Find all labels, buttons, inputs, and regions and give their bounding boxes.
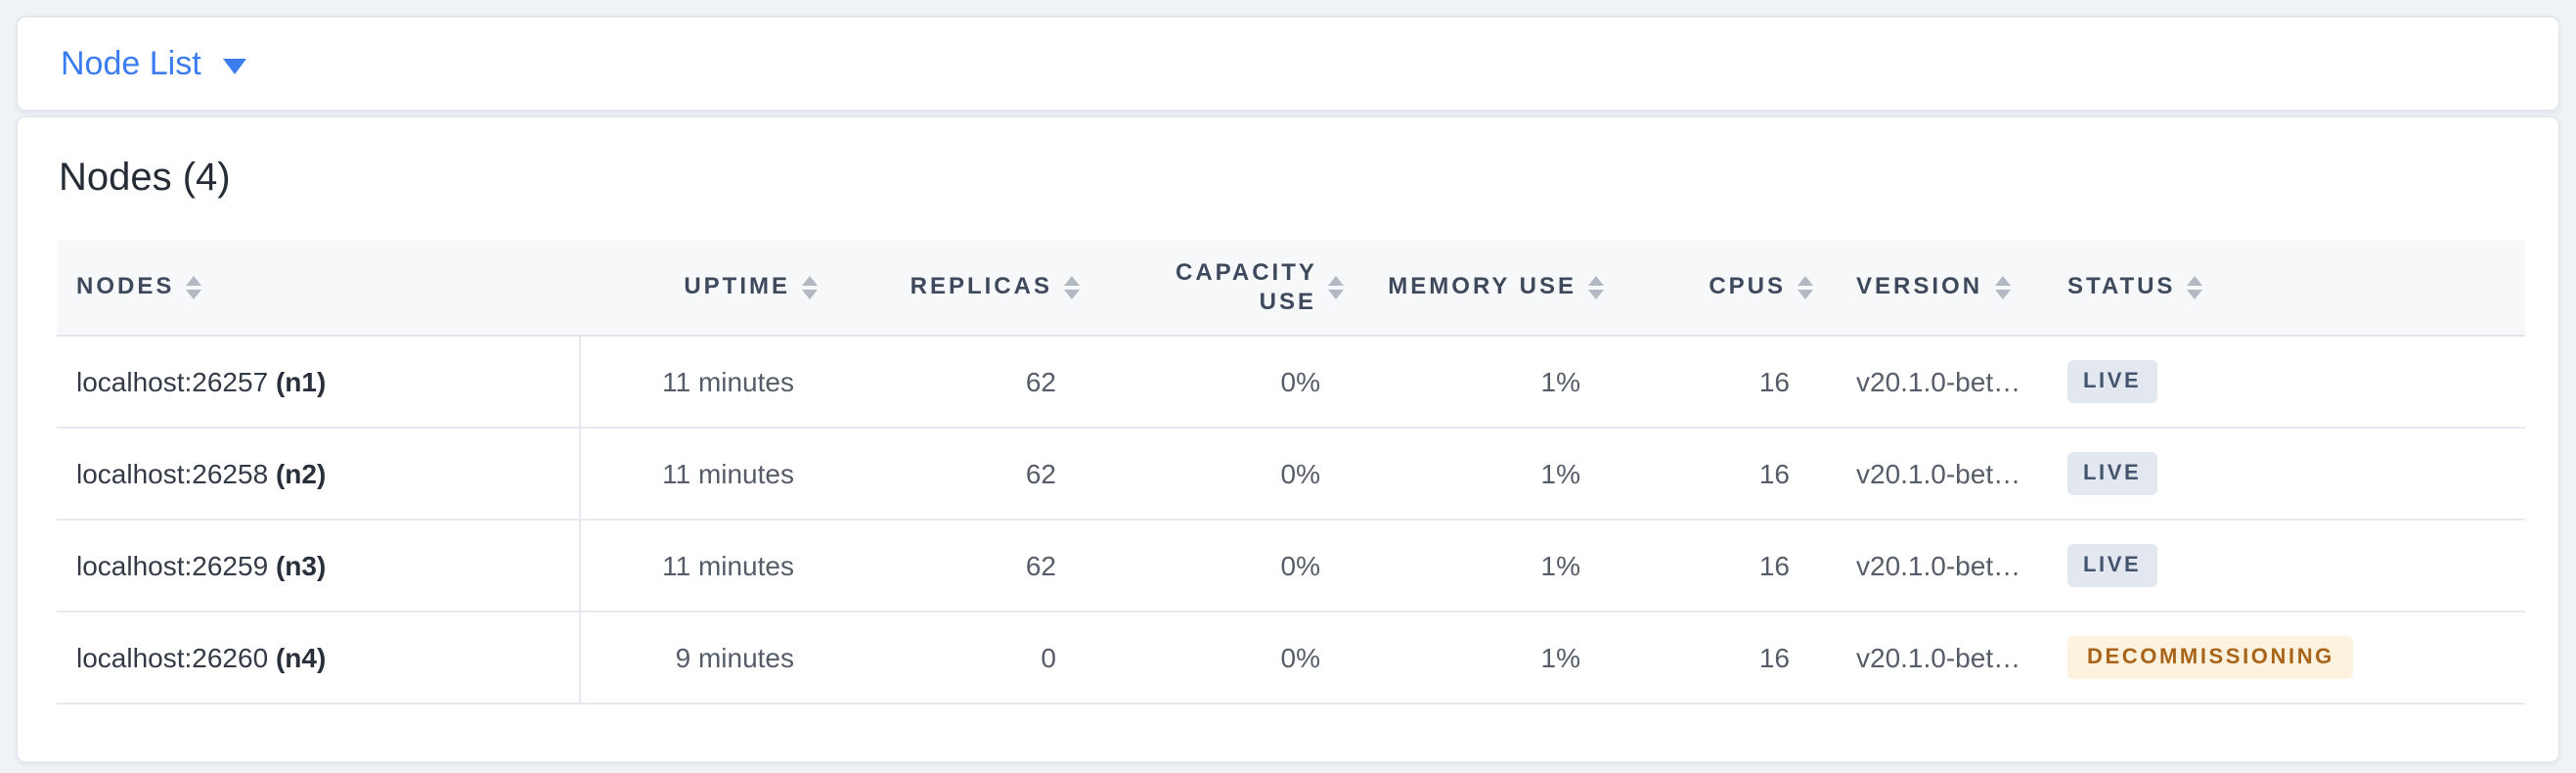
column-header-status[interactable]: STATUS (2034, 241, 2525, 336)
cell-memory-use: 1% (1363, 427, 1623, 520)
status-badge: DECOMMISSIONING (2067, 635, 2354, 678)
column-header-replicas[interactable]: REPLICAS (837, 241, 1099, 336)
cell-version: v20.1.0-bet… (1833, 335, 2034, 428)
nodes-card: Nodes (4) NODES UPTIME REPLIC (16, 115, 2560, 763)
sort-icon (802, 275, 818, 299)
column-header-memory-use[interactable]: MEMORY USE (1363, 241, 1623, 336)
cell-cpus: 16 (1623, 335, 1833, 428)
chevron-down-icon (222, 58, 246, 73)
cell-memory-use: 1% (1363, 611, 1623, 704)
cell-status: LIVE (2034, 335, 2525, 428)
cell-node-address: localhost:26258 (n2) (57, 427, 580, 520)
cell-memory-use: 1% (1363, 519, 1623, 612)
cell-replicas: 62 (837, 335, 1099, 428)
cell-version: v20.1.0-bet… (1833, 427, 2034, 520)
column-header-nodes[interactable]: NODES (57, 241, 579, 336)
cell-cpus: 16 (1623, 611, 1833, 704)
cell-status: LIVE (2034, 519, 2525, 612)
cell-node-address: localhost:26260 (n4) (57, 611, 580, 704)
cell-replicas: 62 (837, 519, 1099, 612)
sort-icon (1588, 275, 1604, 299)
view-selector-card: Node List (16, 16, 2560, 112)
cell-uptime: 11 minutes (579, 427, 837, 520)
view-dropdown[interactable]: Node List (61, 47, 246, 80)
cell-capacity-use: 0% (1099, 611, 1363, 704)
status-badge: LIVE (2067, 359, 2157, 402)
column-header-version[interactable]: VERSION (1833, 241, 2034, 336)
cell-capacity-use: 0% (1099, 519, 1363, 612)
sort-icon (186, 275, 202, 299)
table-header-row: NODES UPTIME REPLICAS CAPACITY USE (57, 241, 2525, 336)
nodes-table: NODES UPTIME REPLICAS CAPACITY USE (57, 241, 2525, 704)
cell-status: DECOMMISSIONING (2034, 611, 2525, 704)
column-header-uptime[interactable]: UPTIME (579, 241, 837, 336)
status-badge: LIVE (2067, 451, 2157, 494)
table-row[interactable]: localhost:26257 (n1) 11 minutes 62 0% 1%… (57, 335, 2525, 428)
cell-replicas: 62 (837, 427, 1099, 520)
column-header-cpus[interactable]: CPUS (1623, 241, 1833, 336)
view-dropdown-label: Node List (61, 45, 201, 82)
cell-replicas: 0 (837, 611, 1099, 704)
table-row[interactable]: localhost:26260 (n4) 9 minutes 0 0% 1% 1… (57, 611, 2525, 704)
sort-icon (1994, 275, 2011, 299)
cell-version: v20.1.0-bet… (1833, 611, 2034, 704)
cell-version: v20.1.0-bet… (1833, 519, 2034, 612)
cell-cpus: 16 (1623, 519, 1833, 612)
sort-icon (1798, 275, 1813, 299)
cell-memory-use: 1% (1363, 335, 1623, 428)
cell-capacity-use: 0% (1099, 335, 1363, 428)
table-row[interactable]: localhost:26259 (n3) 11 minutes 62 0% 1%… (57, 519, 2525, 612)
sort-icon (2187, 275, 2203, 299)
page-title: Nodes (4) (59, 157, 231, 200)
cell-uptime: 11 minutes (579, 335, 837, 428)
cell-node-address: localhost:26257 (n1) (57, 335, 580, 428)
sort-icon (1064, 275, 1080, 299)
table-row[interactable]: localhost:26258 (n2) 11 minutes 62 0% 1%… (57, 427, 2525, 520)
sort-icon (1328, 275, 1344, 299)
column-header-capacity-use[interactable]: CAPACITY USE (1099, 241, 1363, 336)
cell-cpus: 16 (1623, 427, 1833, 520)
cell-status: LIVE (2034, 427, 2525, 520)
cell-capacity-use: 0% (1099, 427, 1363, 520)
cell-uptime: 9 minutes (579, 611, 837, 704)
cell-uptime: 11 minutes (579, 519, 837, 612)
status-badge: LIVE (2067, 543, 2157, 586)
cell-node-address: localhost:26259 (n3) (57, 519, 580, 612)
